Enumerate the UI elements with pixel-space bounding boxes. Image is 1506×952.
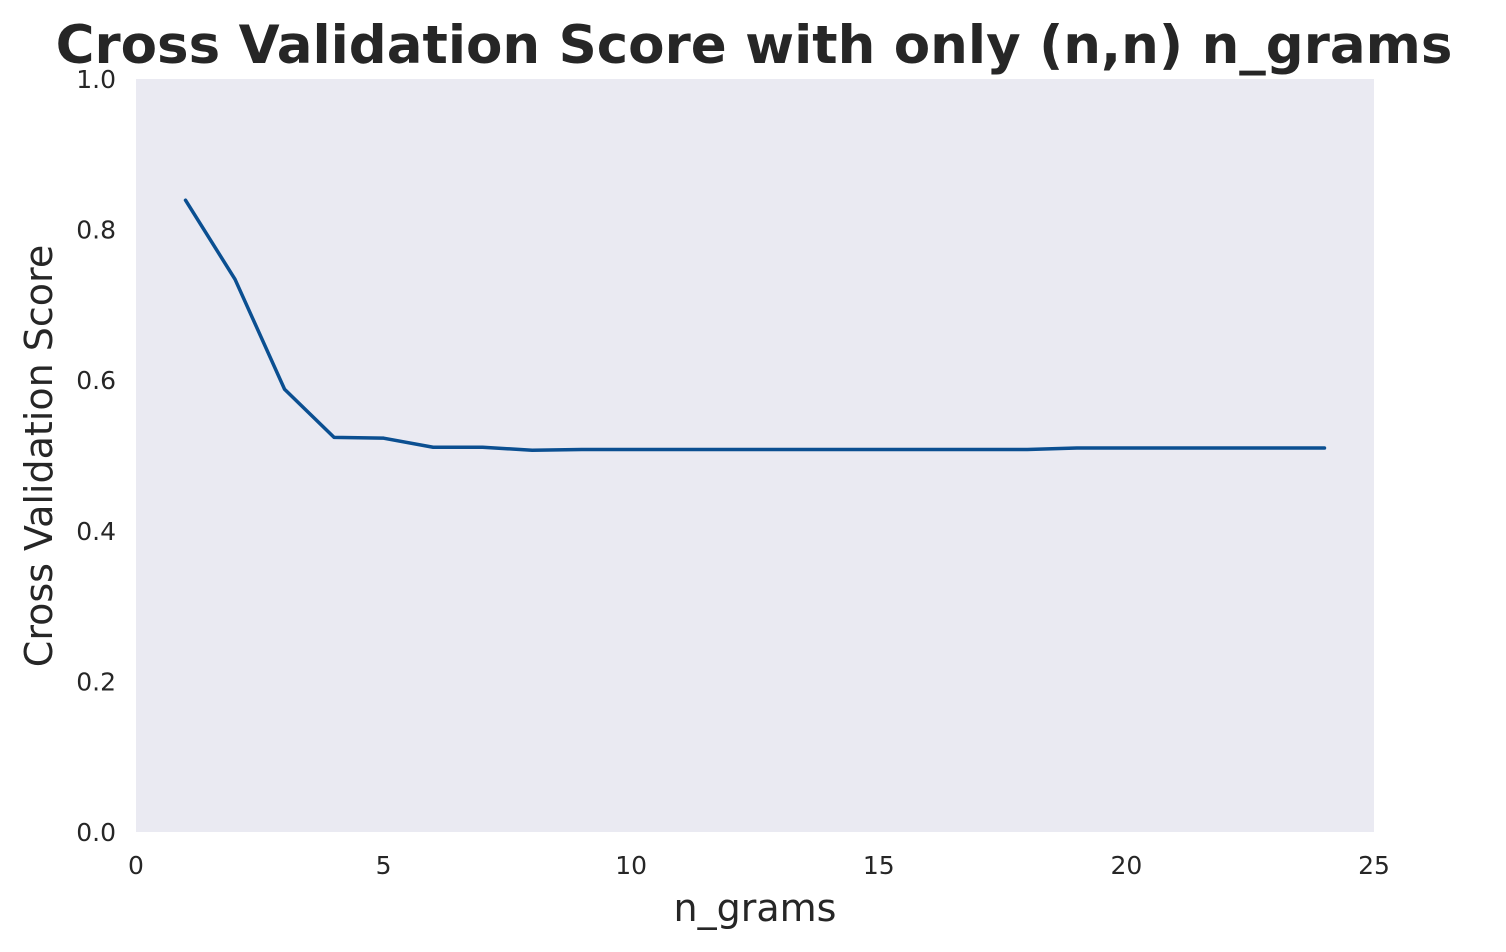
x-tick-label: 5	[376, 851, 392, 880]
series-line-0	[183, 198, 1327, 452]
y-axis-ticks: 0.0 0.2 0.4 0.6 0.8 1.0	[76, 65, 116, 847]
y-tick-label: 0.8	[76, 216, 116, 245]
y-tick-label: 0.2	[76, 667, 116, 696]
y-axis-label: Cross Validation Score	[17, 245, 61, 667]
y-tick-label: 0.4	[76, 517, 116, 546]
chart-title: Cross Validation Score with only (n,n) n…	[56, 15, 1453, 76]
y-tick-label: 0.6	[76, 366, 116, 395]
x-tick-label: 0	[128, 851, 144, 880]
x-tick-label: 15	[863, 851, 895, 880]
x-axis-ticks: 0 5 10 15 20 25	[128, 851, 1390, 880]
x-axis-label: n_grams	[674, 886, 837, 930]
x-tick-label: 25	[1358, 851, 1390, 880]
x-tick-label: 20	[1110, 851, 1142, 880]
y-tick-label: 1.0	[76, 65, 116, 94]
x-tick-label: 10	[615, 851, 647, 880]
y-tick-label: 0.0	[76, 818, 116, 847]
series-layer	[183, 198, 1327, 452]
plot-area	[136, 79, 1374, 832]
